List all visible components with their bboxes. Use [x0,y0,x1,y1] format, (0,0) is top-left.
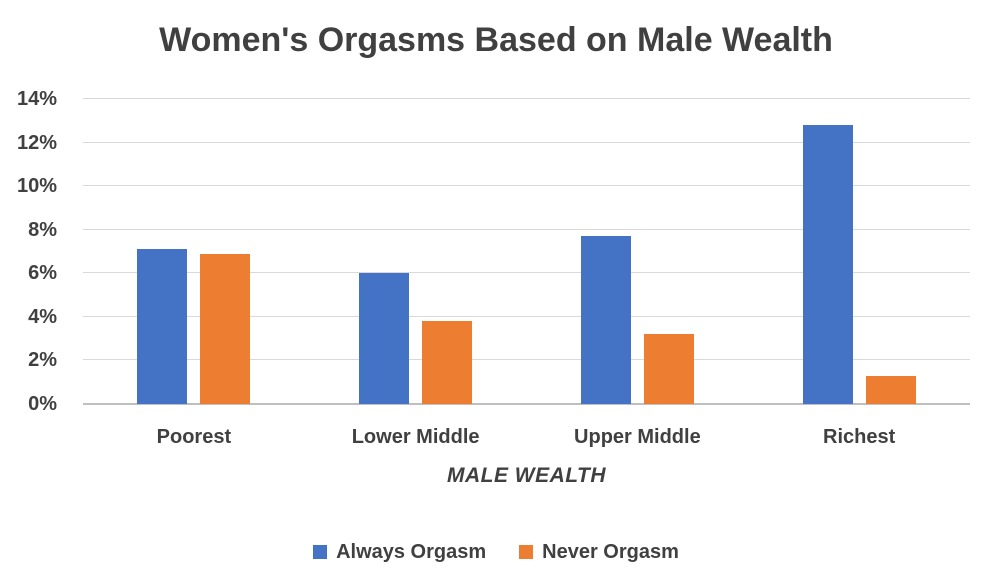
x-axis: Poorest Lower Middle Upper Middle Richest [83,424,970,450]
bar-group-poorest [83,99,305,404]
y-tick-label: 12% [16,131,57,154]
gridline [83,272,970,274]
x-axis-line [83,403,970,405]
bar-group-lower-middle [305,99,527,404]
x-axis-label-upper-middle: Upper Middle [574,426,701,448]
bar-always-orgasm-richest [802,125,853,404]
gridline [83,98,970,99]
legend: Always Orgasm Never Orgasm [0,540,992,564]
y-tick-label: 6% [28,262,57,285]
bar-always-orgasm-lower-middle [359,273,410,404]
bar-always-orgasm-poorest [137,249,188,404]
bar-never-orgasm-upper-middle [643,334,694,404]
bar-always-orgasm-upper-middle [580,236,631,404]
legend-item-never-orgasm: Never Orgasm [519,540,679,564]
bar-series-area [83,99,970,404]
legend-swatch-never-orgasm [519,545,534,559]
gridline [83,228,970,230]
y-tick-label: 10% [16,175,57,198]
legend-swatch-always-orgasm [313,545,328,559]
chart-title: Women's Orgasms Based on Male Wealth [159,21,833,59]
y-tick-label: 8% [28,218,57,241]
bar-group-richest [748,99,970,404]
gridline [83,359,970,361]
y-axis: 14% 12% 10% 8% 6% 4% 2% 0% [0,88,57,415]
y-tick-label: 2% [28,349,57,372]
bar-never-orgasm-richest [865,375,916,404]
y-tick-label: 4% [28,305,57,328]
bar-never-orgasm-lower-middle [422,321,473,404]
x-axis-title: MALE WEALTH [446,464,607,487]
gridline [83,185,970,187]
bar-group-upper-middle [527,99,749,404]
x-axis-label-lower-middle: Lower Middle [351,426,480,448]
plot-area [83,98,970,405]
legend-label-always-orgasm: Always Orgasm [336,541,487,563]
legend-item-always-orgasm: Always Orgasm [313,540,486,564]
x-axis-label-richest: Richest [823,426,896,448]
gridline [83,141,970,143]
x-axis-label-poorest: Poorest [156,426,232,448]
gridline [83,315,970,317]
y-tick-label: 0% [28,393,57,415]
y-tick-label: 14% [16,88,57,110]
legend-label-never-orgasm: Never Orgasm [542,541,679,563]
bar-never-orgasm-poorest [200,253,251,404]
